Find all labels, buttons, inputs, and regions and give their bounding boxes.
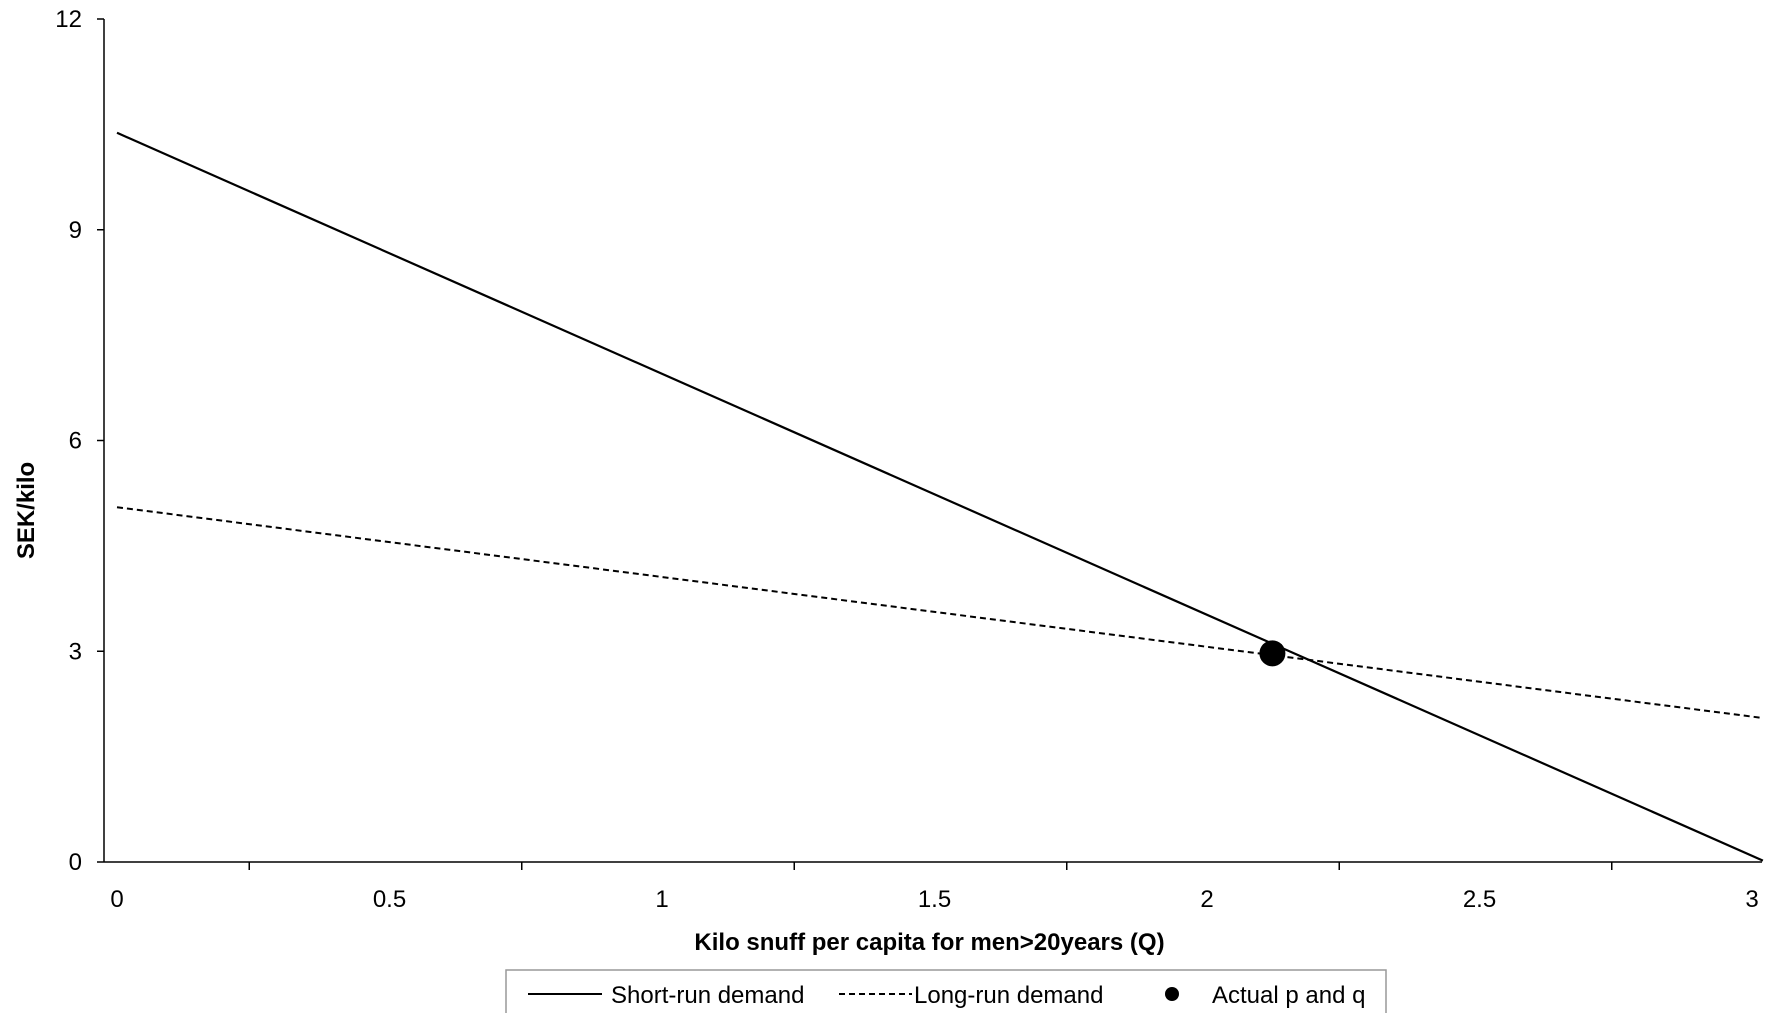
y-tick-label: 0	[69, 849, 82, 876]
long-run-demand-line	[116, 506, 1764, 719]
y-tick-label: 3	[69, 638, 82, 665]
series-layer	[116, 131, 1764, 862]
x-tick-label: 1.5	[918, 886, 951, 913]
y-tick-label: 6	[69, 428, 82, 455]
y-axis-title: SEK/kilo	[13, 462, 40, 559]
legend: Short-run demand Long-run demand Actual …	[505, 969, 1387, 1013]
y-ticks: 0 3 6 9 12	[55, 6, 104, 876]
legend-swatch-actual	[1165, 987, 1179, 1001]
legend-label-short-run: Short-run demand	[611, 982, 804, 1009]
x-tick-label: 2	[1200, 886, 1213, 913]
x-tick-label: 2.5	[1463, 886, 1496, 913]
y-tick-label: 12	[55, 6, 82, 33]
x-ticks: 0 0.5 1 1.5 2 2.5 3	[110, 862, 1759, 913]
legend-label-actual: Actual p and q	[1212, 982, 1365, 1009]
x-axis-title: Kilo snuff per capita for men>20years (Q…	[694, 929, 1164, 956]
actual-point-marker	[1259, 640, 1286, 667]
y-tick-label: 9	[69, 217, 82, 244]
legend-frame	[505, 969, 1387, 1013]
x-tick-label: 1	[655, 886, 668, 913]
short-run-demand-line	[116, 131, 1764, 862]
x-tick-label: 3	[1745, 886, 1758, 913]
plot-area: 0 3 6 9 12 0 0.5 1 1.5 2 2.5 3	[55, 6, 1764, 913]
x-tick-label: 0	[110, 886, 123, 913]
x-tick-label: 0.5	[373, 886, 406, 913]
legend-label-long-run: Long-run demand	[914, 982, 1103, 1009]
